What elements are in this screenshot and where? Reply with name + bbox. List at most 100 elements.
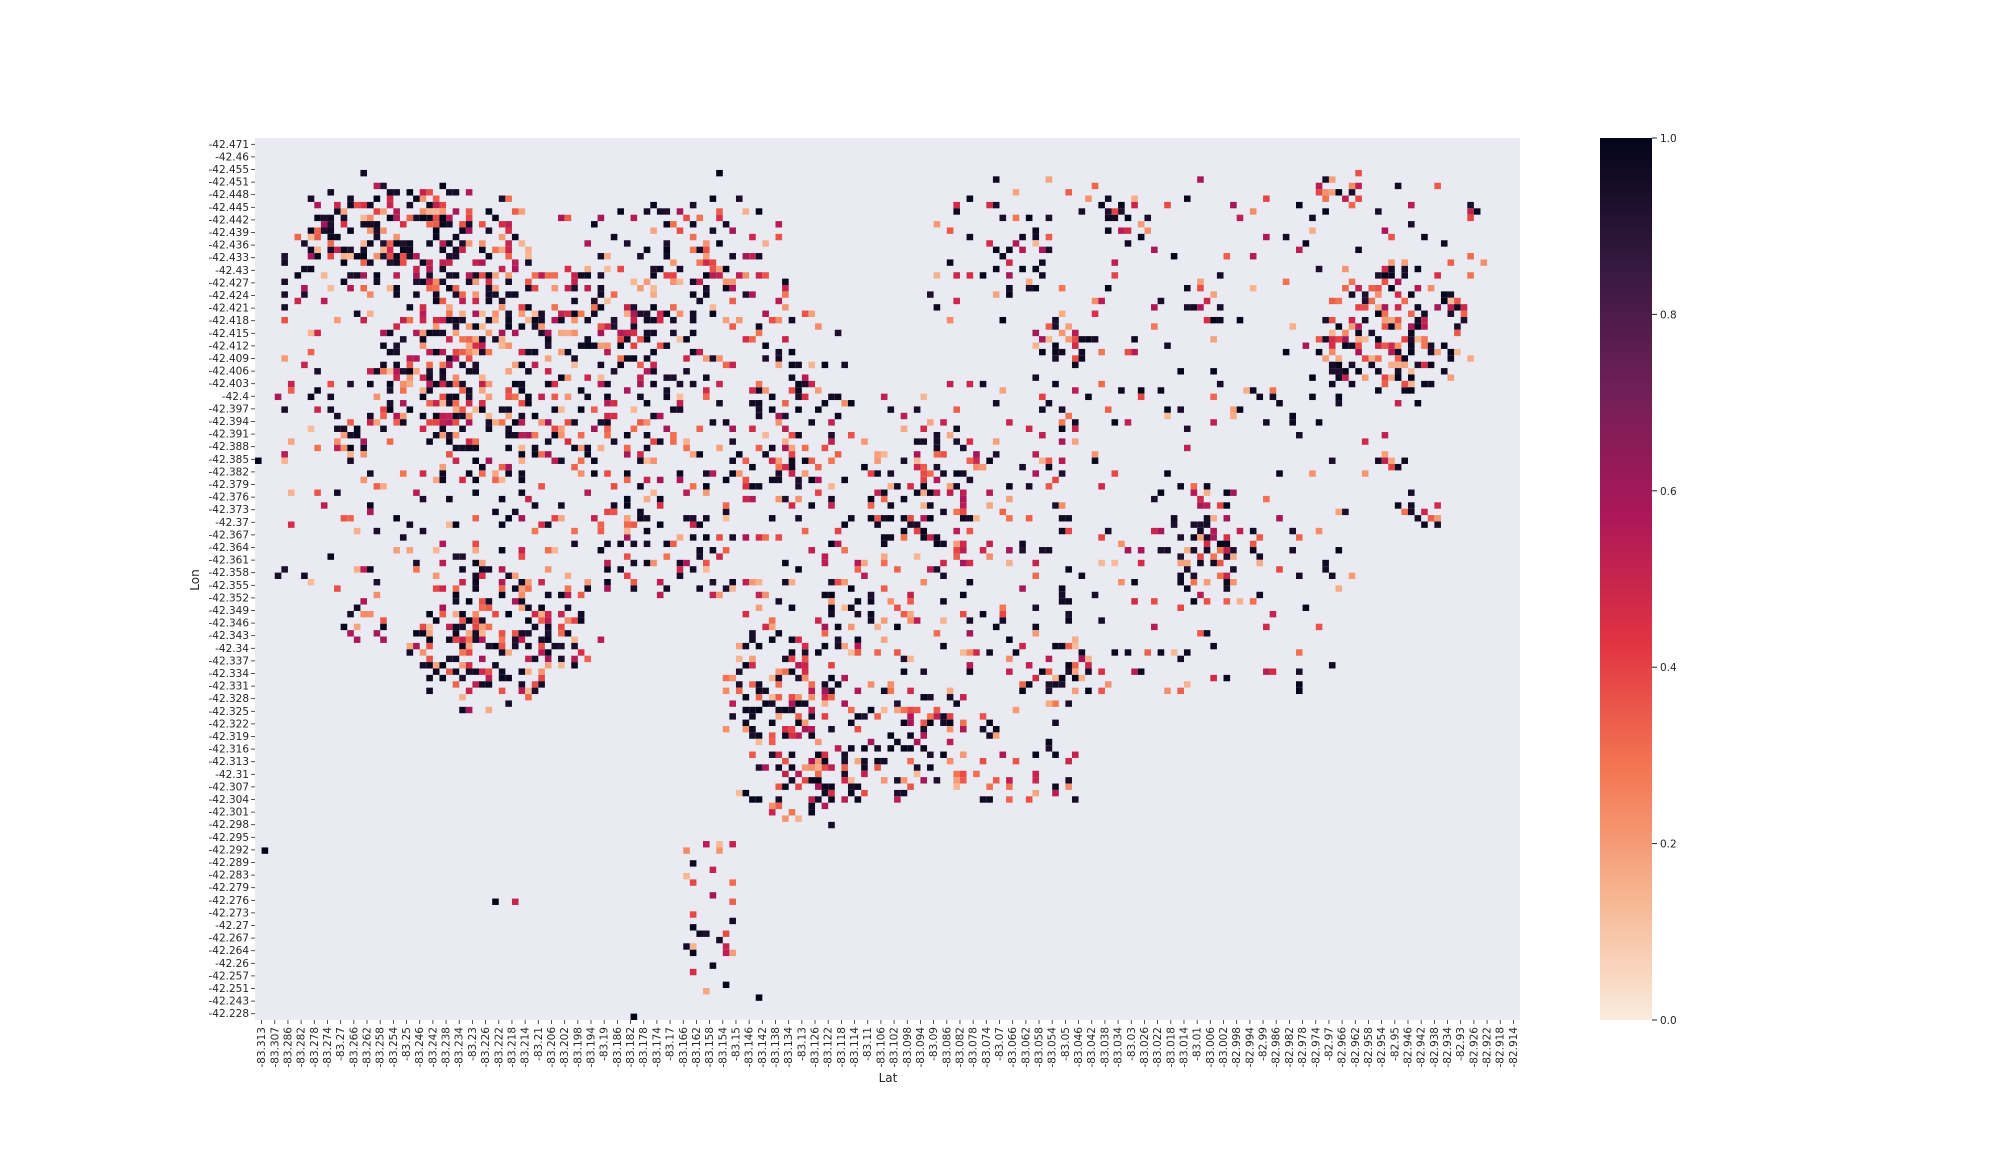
heatmap-cell — [1039, 246, 1046, 254]
heatmap-cell — [795, 566, 802, 573]
heatmap-cell — [465, 272, 473, 279]
heatmap-cell — [432, 221, 440, 228]
heatmap-cell — [1407, 374, 1415, 381]
heatmap-cell — [334, 246, 341, 254]
heatmap-cell — [426, 662, 433, 669]
heatmap-cell — [367, 259, 374, 266]
heatmap-cell — [1407, 342, 1415, 349]
heatmap-cell — [1223, 579, 1231, 586]
heatmap-cell — [1342, 195, 1349, 202]
heatmap-cell — [505, 227, 512, 234]
heatmap-cell — [762, 623, 769, 631]
heatmap-cell — [768, 809, 776, 816]
heatmap-cell — [452, 400, 460, 407]
heatmap-cell — [571, 285, 578, 292]
heatmap-cell — [571, 355, 578, 362]
heatmap-cell — [518, 515, 526, 522]
heatmap-cell — [551, 272, 559, 279]
heatmap-cell — [1177, 604, 1184, 611]
heatmap-cell — [446, 316, 453, 324]
heatmap-cell — [459, 674, 466, 682]
y-tick-label: -42.361 — [208, 555, 249, 567]
heatmap-cell — [347, 227, 354, 234]
heatmap-cell — [742, 694, 750, 701]
x-tick-label: -83.106 — [875, 1027, 887, 1068]
heatmap-cell — [604, 470, 611, 477]
heatmap-cell — [432, 316, 440, 324]
heatmap-cell — [722, 419, 730, 426]
heatmap-cell — [887, 483, 895, 490]
heatmap-cell — [551, 547, 559, 554]
heatmap-cell — [722, 316, 730, 324]
heatmap-cell — [597, 342, 605, 349]
colorbar-tick-label: 0.0 — [1660, 1015, 1677, 1027]
heatmap-cell — [1157, 297, 1165, 305]
heatmap-cell — [518, 419, 526, 426]
heatmap-cell — [847, 585, 855, 592]
heatmap-cell — [353, 636, 361, 643]
y-tick-label: -42.322 — [208, 718, 249, 730]
heatmap-cell — [426, 189, 433, 196]
heatmap-cell — [472, 559, 480, 567]
heatmap-cell — [696, 553, 704, 560]
heatmap-cell — [650, 227, 657, 234]
heatmap-cell — [386, 240, 394, 247]
heatmap-cell — [571, 316, 578, 324]
heatmap-cell — [373, 182, 381, 190]
heatmap-cell — [340, 208, 348, 215]
heatmap-cell — [808, 681, 816, 688]
heatmap-cell — [913, 406, 921, 413]
heatmap-cell — [689, 879, 697, 886]
heatmap-cell — [749, 630, 756, 637]
heatmap-cell — [604, 297, 611, 305]
heatmap-cell — [1203, 515, 1211, 522]
heatmap-cell — [953, 201, 960, 209]
heatmap-cell — [828, 687, 835, 695]
heatmap-cell — [347, 457, 354, 464]
heatmap-cell — [426, 623, 433, 631]
heatmap-cell — [505, 425, 512, 432]
heatmap-cell — [795, 495, 802, 503]
heatmap-cell — [867, 617, 875, 624]
heatmap-cell — [525, 432, 532, 439]
heatmap-cell — [722, 285, 730, 292]
heatmap-cell — [979, 796, 987, 803]
heatmap-cell — [511, 598, 519, 605]
heatmap-cell — [498, 304, 506, 311]
heatmap-cell — [544, 451, 552, 458]
heatmap-cell — [703, 355, 710, 362]
heatmap-cell — [301, 572, 308, 579]
heatmap-cell — [380, 412, 387, 420]
heatmap-cell — [584, 336, 592, 343]
heatmap-cell — [1388, 342, 1395, 349]
heatmap-cell — [386, 348, 394, 356]
heatmap-cell — [1137, 559, 1145, 567]
heatmap-cell — [373, 527, 381, 535]
heatmap-cell — [1183, 304, 1191, 311]
heatmap-cell — [768, 700, 776, 707]
heatmap-cell — [1045, 668, 1053, 675]
heatmap-cell — [465, 189, 473, 196]
heatmap-cell — [413, 489, 420, 496]
heatmap-cell — [775, 694, 783, 701]
heatmap-cell — [821, 553, 829, 560]
heatmap-cell — [459, 566, 466, 573]
heatmap-cell — [531, 502, 539, 509]
y-tick-label: -42.455 — [208, 164, 249, 176]
heatmap-cell — [815, 463, 822, 471]
heatmap-cell — [630, 304, 638, 311]
heatmap-cell — [795, 636, 802, 643]
heatmap-cell — [986, 489, 993, 496]
heatmap-cell — [393, 348, 400, 356]
heatmap-cell — [689, 515, 697, 522]
heatmap-cell — [498, 674, 506, 682]
heatmap-cell — [1203, 521, 1211, 528]
heatmap-cell — [920, 393, 928, 401]
heatmap-cell — [1197, 591, 1204, 599]
heatmap-cell — [432, 419, 440, 426]
heatmap-cell — [1190, 521, 1198, 528]
heatmap-cell — [1006, 495, 1013, 503]
heatmap-cell — [689, 291, 697, 298]
heatmap-cell — [459, 246, 466, 254]
heatmap-cell — [604, 579, 611, 586]
